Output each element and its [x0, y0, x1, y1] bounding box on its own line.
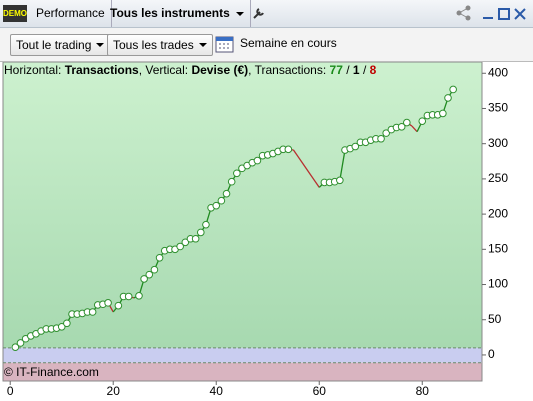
count: 77	[329, 63, 343, 77]
trade-marker	[57, 322, 66, 331]
trade-marker	[124, 292, 133, 301]
neutral-zone	[3, 347, 482, 363]
x-tick-label: 0	[7, 384, 14, 398]
x-tick-label: 60	[313, 384, 327, 398]
x-tick-label: 80	[416, 384, 430, 398]
trade-marker	[253, 156, 262, 165]
settings-icon[interactable]	[252, 6, 266, 20]
trade-marker	[377, 134, 385, 143]
header-text: , Vertical:	[138, 63, 189, 77]
x-tick-label: 20	[107, 384, 121, 398]
trade-marker	[284, 145, 293, 154]
header-text: Transactions	[64, 63, 139, 77]
dropdown[interactable]: Tous les trades	[107, 34, 213, 56]
trade-marker	[217, 196, 226, 205]
dropdown-arrow	[235, 12, 244, 20]
trade-marker	[155, 253, 164, 262]
trade-marker	[11, 343, 20, 351]
trade-marker	[202, 220, 210, 229]
y-tick-label: 350	[488, 101, 508, 115]
chart-header: Horizontal: Transactions, Vertical: Devi…	[4, 63, 376, 77]
filter-bar: Tout le trading Tous les trades Semaine …	[0, 28, 533, 62]
trade-marker	[196, 228, 205, 237]
count: 1	[352, 63, 360, 77]
equity-segment	[292, 149, 320, 188]
calendar-icon[interactable]	[215, 34, 235, 54]
tab-label: Tous les instruments	[110, 6, 230, 20]
y-tick-label: 300	[488, 136, 508, 150]
header-text: Horizontal:	[4, 63, 62, 77]
minimize-button[interactable]	[482, 8, 494, 20]
toolbar: DEMO Performance Tous les instruments	[0, 0, 533, 28]
trade-marker	[150, 265, 159, 274]
separator: /	[346, 63, 350, 77]
trade-marker	[181, 238, 190, 247]
credit: © IT-Finance.com	[4, 365, 99, 379]
trade-marker	[403, 118, 411, 127]
equity-segment	[411, 125, 418, 133]
trade-marker	[351, 142, 360, 151]
trade-marker	[176, 242, 184, 251]
trade-marker	[135, 291, 143, 300]
x-tick-label: 40	[210, 384, 224, 398]
share-icon[interactable]	[455, 5, 475, 21]
y-tick-label: 200	[488, 206, 508, 220]
plot-frame	[2, 61, 483, 382]
y-tick-label: 150	[488, 241, 508, 255]
trade-marker	[418, 117, 427, 125]
trade-marker	[63, 319, 71, 328]
y-tick-label: 250	[488, 171, 508, 185]
trade-marker	[227, 177, 236, 186]
y-tick-label: 400	[488, 65, 508, 79]
trade-marker	[212, 201, 221, 210]
trade-marker	[336, 176, 344, 185]
trade-marker	[88, 308, 97, 316]
equity-segment	[339, 149, 346, 181]
y-tick-label: 100	[488, 277, 508, 291]
header-text: , Transactions:	[248, 63, 327, 77]
count: 8	[369, 63, 377, 77]
period-label[interactable]: Semaine en cours	[240, 36, 337, 50]
tab[interactable]: Tous les instruments	[104, 0, 251, 27]
trade-marker	[145, 270, 154, 279]
trade-marker	[104, 299, 112, 307]
trade-marker	[444, 94, 452, 102]
trade-marker	[449, 85, 457, 94]
profit-zone	[3, 62, 482, 348]
trade-marker	[439, 109, 447, 118]
separator: /	[362, 63, 367, 77]
demo-logo: DEMO	[3, 5, 27, 22]
trade-marker	[222, 189, 231, 198]
close-button[interactable]	[514, 8, 526, 20]
trade-marker	[233, 169, 241, 178]
tab[interactable]: Performance	[30, 0, 112, 27]
trade-marker	[114, 301, 123, 310]
trade-marker	[191, 234, 200, 243]
y-tick-label: 50	[488, 312, 502, 326]
trade-marker	[16, 339, 25, 347]
trade-marker	[397, 122, 406, 131]
trade-marker	[382, 129, 391, 137]
y-tick-label: 0	[488, 347, 495, 361]
maximize-button[interactable]	[498, 8, 510, 20]
header-text: Devise (€)	[191, 63, 249, 77]
loss-zone	[3, 362, 482, 381]
dropdown[interactable]: Tout le trading	[10, 34, 111, 56]
trade-marker	[140, 275, 148, 283]
